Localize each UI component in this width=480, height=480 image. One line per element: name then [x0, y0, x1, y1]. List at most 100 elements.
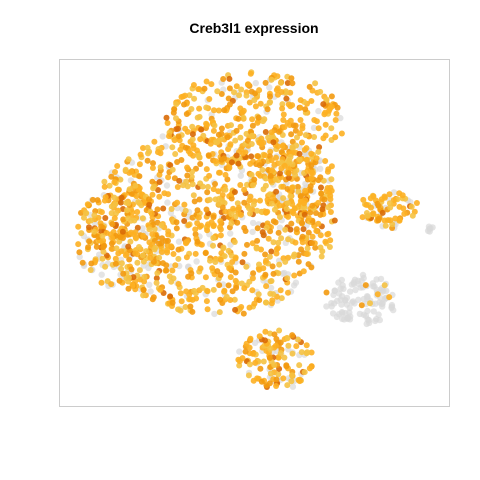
cell-point [248, 153, 255, 160]
cell-point [182, 144, 189, 151]
cell-point [240, 310, 247, 317]
cell-point [99, 233, 106, 239]
cell-point [108, 281, 115, 288]
cell-point [154, 206, 161, 213]
cell-point [91, 212, 98, 219]
cell-point [218, 125, 225, 132]
cell-point [255, 291, 262, 298]
cell-point [144, 157, 151, 164]
cell-point [188, 270, 195, 277]
cell-point [169, 299, 176, 306]
cell-point [229, 288, 236, 295]
cell-point [232, 277, 239, 284]
cell-point [221, 253, 228, 260]
cell-point [127, 238, 134, 245]
cell-point [271, 161, 278, 168]
cell-point [269, 194, 276, 201]
cell-point [129, 209, 136, 216]
cell-point [249, 275, 256, 282]
cell-point [165, 228, 172, 235]
cell-point [296, 156, 303, 163]
cell-point [267, 346, 274, 352]
cell-point [305, 229, 312, 236]
cell-point [312, 80, 319, 87]
cell-point [243, 263, 250, 270]
cell-point [297, 97, 304, 104]
cell-point [268, 177, 275, 184]
cell-point [328, 125, 335, 132]
cell-point [388, 301, 396, 309]
cell-point [338, 301, 345, 308]
cell-point [288, 378, 295, 385]
cell-point [233, 83, 240, 90]
cell-point [284, 335, 291, 342]
cell-point [225, 282, 232, 289]
cell-point [125, 274, 132, 281]
cell-point [396, 203, 403, 210]
cell-point [268, 76, 275, 83]
cell-point [177, 290, 184, 297]
cell-point [273, 188, 280, 195]
cell-point [232, 306, 239, 313]
cell-point [278, 295, 285, 302]
cell-point [262, 337, 268, 344]
cell-point [106, 182, 113, 189]
cell-point [170, 109, 177, 116]
cell-point [282, 258, 289, 265]
cell-point [99, 255, 106, 262]
cell-point [277, 79, 284, 86]
cell-point [216, 195, 223, 202]
cell-point [189, 136, 196, 143]
cell-point [204, 189, 211, 196]
cell-point [307, 187, 314, 194]
cell-point [216, 309, 223, 316]
cell-point [249, 287, 256, 294]
cell-point [262, 251, 269, 258]
points-layer [75, 69, 436, 390]
cell-point [197, 161, 204, 167]
cell-point [219, 204, 226, 211]
cell-point [190, 192, 197, 199]
cell-point [235, 115, 242, 122]
cell-point [301, 200, 308, 207]
cell-point [322, 238, 329, 245]
cell-point [164, 199, 171, 206]
cell-point [112, 201, 119, 208]
cell-point [111, 179, 118, 186]
cell-point [270, 218, 277, 225]
cell-point [122, 252, 129, 259]
cell-point [260, 232, 267, 239]
cell-point [165, 174, 172, 181]
cell-point [338, 130, 345, 137]
cell-point [280, 375, 287, 382]
cell-point [308, 162, 315, 169]
cell-point [258, 378, 265, 385]
cell-point [115, 250, 122, 257]
cell-point [249, 116, 256, 123]
cell-point [130, 274, 137, 281]
cell-point [297, 117, 304, 123]
cell-point [98, 279, 105, 286]
cell-point [308, 98, 315, 104]
cell-point [167, 162, 174, 169]
cell-point [228, 211, 235, 218]
cell-point [303, 251, 310, 257]
cell-point [148, 210, 155, 217]
cell-point [287, 154, 294, 160]
cell-point [296, 150, 303, 157]
cell-point [187, 150, 194, 157]
cell-point [246, 344, 253, 351]
cell-point [332, 134, 339, 141]
cell-point [220, 76, 227, 82]
cell-point [272, 342, 279, 349]
cell-point [256, 162, 263, 169]
cell-point [186, 92, 193, 99]
cell-point [258, 135, 265, 142]
cell-point [283, 95, 290, 102]
cell-point [156, 254, 163, 261]
cell-point [176, 177, 183, 184]
cell-point [195, 86, 202, 93]
cell-point [272, 176, 279, 183]
cell-point [217, 218, 224, 225]
cell-point [375, 311, 382, 318]
